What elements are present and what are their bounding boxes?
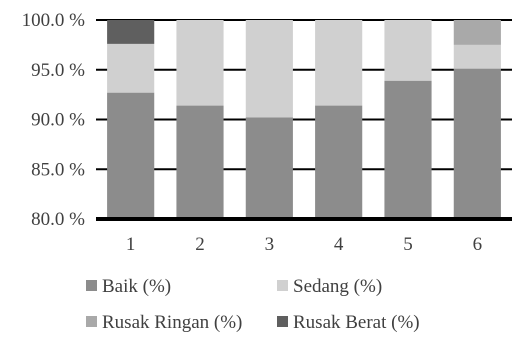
legend-label: Sedang (%) bbox=[293, 276, 382, 297]
bar-segment-1-cat-3 bbox=[245, 117, 293, 219]
y-tick-labels: 80.0 % 85.0 % 90.0 % 95.0 % 100.0 % bbox=[22, 10, 86, 230]
bar-segment-2-cat-1 bbox=[107, 43, 155, 93]
x-tick-label: 4 bbox=[334, 234, 344, 255]
bar-segment-2-cat-4 bbox=[315, 20, 363, 106]
bar-segment-1-cat-6 bbox=[453, 68, 501, 219]
bar-segment-4-cat-1 bbox=[107, 20, 155, 44]
legend-label: Baik (%) bbox=[102, 276, 171, 297]
y-tick-label: 90.0 % bbox=[31, 110, 85, 131]
y-tick-label: 95.0 % bbox=[31, 60, 85, 81]
bar-segment-1-cat-2 bbox=[176, 105, 224, 219]
legend-swatch bbox=[277, 280, 288, 291]
bar-segment-3-cat-6 bbox=[453, 20, 501, 45]
legend-swatch bbox=[277, 316, 288, 327]
legend-label: Rusak Ringan (%) bbox=[102, 312, 242, 333]
bar-segment-2-cat-6 bbox=[453, 44, 501, 69]
bar-segment-2-cat-5 bbox=[384, 20, 432, 81]
x-tick-label: 5 bbox=[403, 234, 413, 255]
bar-segment-2-cat-3 bbox=[245, 20, 293, 118]
legend-label: Rusak Berat (%) bbox=[293, 312, 420, 333]
x-tick-label: 1 bbox=[126, 234, 136, 255]
y-tick-label: 85.0 % bbox=[31, 159, 85, 180]
y-tick-label: 100.0 % bbox=[22, 10, 86, 31]
gridlines bbox=[96, 19, 512, 171]
bar-segment-2-cat-2 bbox=[176, 20, 224, 106]
x-tick-label: 6 bbox=[473, 234, 483, 255]
bar-segment-1-cat-5 bbox=[384, 80, 432, 219]
legend-swatch bbox=[86, 280, 97, 291]
x-tick-label: 2 bbox=[195, 234, 205, 255]
x-tick-label: 3 bbox=[265, 234, 275, 255]
x-tick-labels: 1 2 3 4 5 6 bbox=[126, 234, 482, 255]
bar-segment-1-cat-4 bbox=[315, 105, 363, 219]
y-tick-label: 80.0 % bbox=[31, 209, 85, 230]
bar-segment-1-cat-1 bbox=[107, 92, 155, 219]
legend: Baik (%) Sedang (%) Rusak Ringan (%) Rusak … bbox=[86, 276, 420, 333]
legend-swatch bbox=[86, 316, 97, 327]
bars bbox=[107, 20, 501, 219]
